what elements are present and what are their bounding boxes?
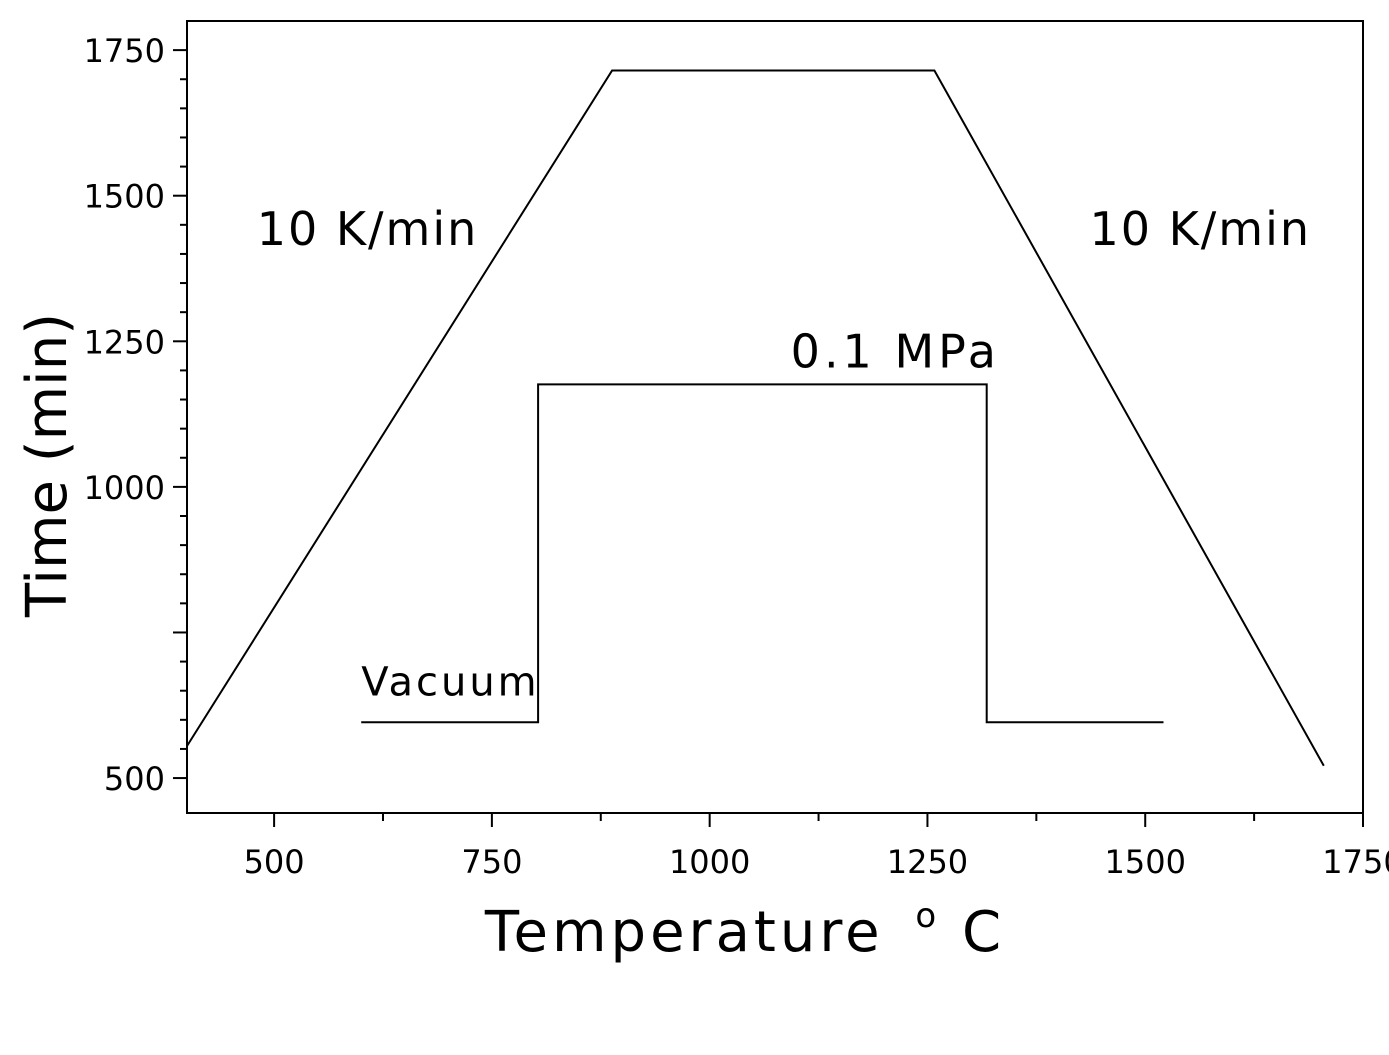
x-tick-label: 1750 bbox=[1322, 843, 1389, 881]
annotation-pressure: 0.1 MPa bbox=[791, 325, 1000, 379]
temperature-profile-line bbox=[186, 69, 1325, 767]
annotation-vacuum: Vacuum bbox=[361, 659, 539, 705]
y-tick-label: 1250 bbox=[84, 323, 165, 361]
pressure-profile-line bbox=[361, 383, 1164, 724]
x-axis-title-text: Temperature bbox=[484, 900, 884, 965]
y-axis-title: Time (min) bbox=[15, 313, 80, 618]
y-tick-label: 1500 bbox=[84, 178, 165, 216]
annotation-ramp-up: 10 K/min bbox=[257, 202, 479, 256]
y-axis-ticks: 500 1000 1250 1500 1750 bbox=[84, 32, 187, 798]
annotation-layer: 10 K/min 10 K/min 0.1 MPa Vacuum bbox=[257, 202, 1311, 705]
annotation-ramp-down: 10 K/min bbox=[1089, 202, 1311, 256]
x-tick-label: 1250 bbox=[887, 843, 968, 881]
y-tick-label: 1750 bbox=[84, 32, 165, 70]
x-tick-label: 1000 bbox=[669, 843, 750, 881]
x-tick-label: 1500 bbox=[1105, 843, 1186, 881]
y-tick-label: 500 bbox=[104, 760, 165, 798]
series-layer bbox=[186, 69, 1325, 767]
x-axis-title-unit-sup: o bbox=[915, 896, 940, 936]
x-axis-title: Temperature o C bbox=[484, 876, 1005, 965]
x-axis-ticks: 500 750 1000 1250 1500 1750 bbox=[244, 813, 1389, 881]
y-tick-label: 1000 bbox=[84, 469, 165, 507]
plot-frame bbox=[186, 20, 1364, 814]
x-tick-label: 750 bbox=[461, 843, 522, 881]
x-axis-title-unit: C bbox=[962, 900, 1005, 965]
x-tick-label: 500 bbox=[244, 843, 305, 881]
